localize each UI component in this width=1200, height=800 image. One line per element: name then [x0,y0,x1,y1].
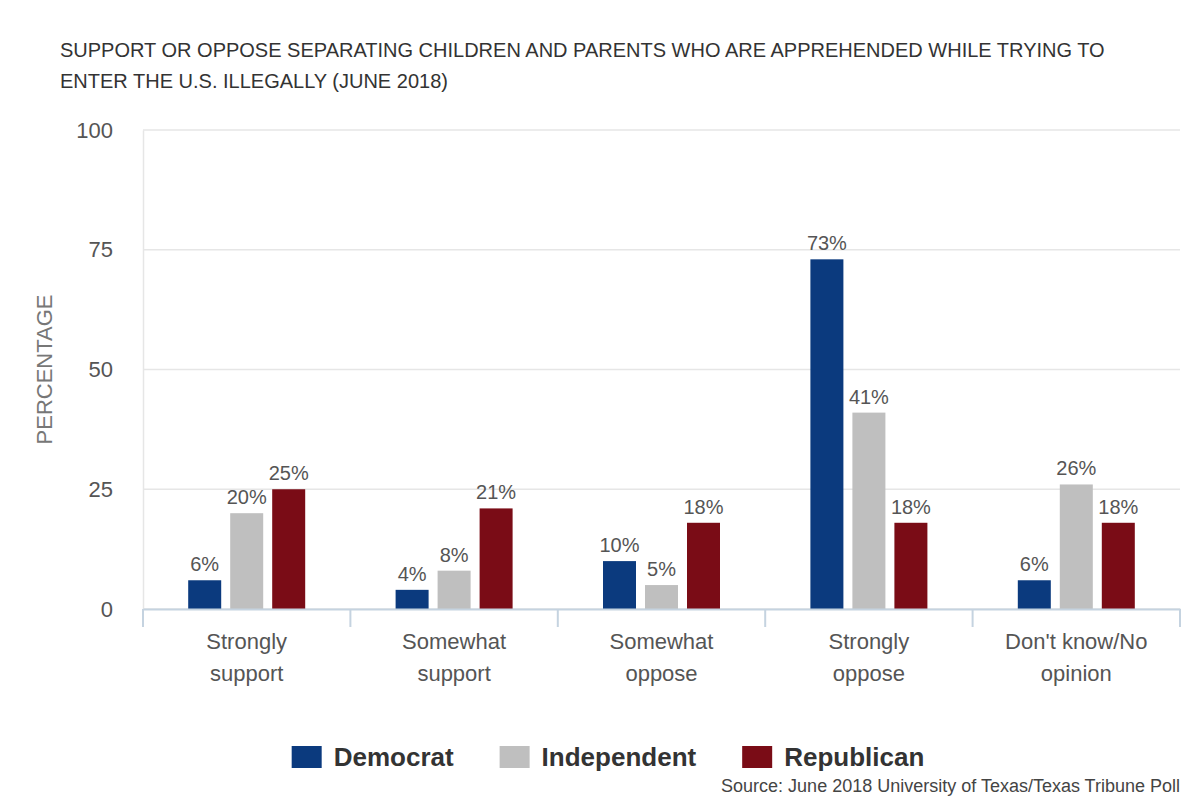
data-label: 18% [1098,496,1138,518]
data-label: 25% [269,462,309,484]
x-tick-label-line: support [417,661,490,686]
category-divider [557,609,559,627]
data-label: 6% [190,553,219,575]
data-labels: 6% 4% 10% 73% 6% 20% 8% 5% 41% 26% 25% 21% 18% 18% 18% [190,232,1138,585]
legend-item: Republican [742,742,924,772]
grid-line [143,249,1180,251]
y-tick: 50 [89,357,143,382]
bar-series [188,259,1051,609]
title-line: SUPPORT OR OPPOSE SEPARATING CHILDREN AN… [60,39,1105,61]
grid [143,130,1180,609]
data-label: 18% [891,496,931,518]
bar [230,513,263,609]
x-tick-label-line: Strongly [206,629,287,654]
category-divider [1179,609,1181,627]
data-label: 21% [476,481,516,503]
x-tick-label: Strongly support [206,629,287,686]
data-label: 26% [1056,457,1096,479]
bar [438,571,471,609]
y-tick: 75 [89,237,143,262]
chart: SUPPORT OR OPPOSE SEPARATING CHILDREN AN… [0,0,1200,800]
x-tick-label-line: oppose [625,661,697,686]
x-tick-label-line: opinion [1041,661,1112,686]
x-tick-label: Strongly oppose [829,629,910,686]
legend-swatch [500,746,530,768]
x-tick-label: Somewhat support [402,629,506,686]
data-label: 5% [647,558,676,580]
x-tick-label: Somewhat oppose [610,629,714,686]
data-label: 73% [807,232,847,254]
legend-item: Democrat [292,742,454,772]
x-tick-label-line: support [210,661,283,686]
data-label: 20% [227,486,267,508]
data-label: 6% [1020,553,1049,575]
category-divider [349,609,351,627]
bar [188,580,221,609]
y-tick: 25 [89,477,143,502]
x-tick-label: Don't know/No opinion [1005,629,1147,686]
category-divider [142,609,144,627]
y-axis-title: PERCENTAGE [32,295,57,445]
legend-item: Independent [500,742,697,772]
legend-label: Democrat [334,742,454,772]
chart-title: SUPPORT OR OPPOSE SEPARATING CHILDREN AN… [60,39,1105,92]
y-tick-label: 25 [89,477,113,502]
legend-label: Independent [542,742,697,772]
bar [687,523,720,609]
bar [480,508,513,609]
bar [894,523,927,609]
bar [396,590,429,609]
grid-line [143,129,1180,131]
x-tick-labels: Strongly support Somewhat support Somewhat op… [206,629,1147,686]
bar [1060,484,1093,609]
data-label: 10% [599,534,639,556]
y-tick-label: 75 [89,237,113,262]
category-divider [764,609,766,627]
bar-series [272,489,1135,609]
bar-series [230,413,1093,609]
title-line: ENTER THE U.S. ILLEGALLY (JUNE 2018) [60,70,448,92]
x-axis-line [144,609,1181,611]
y-axis: 0 25 50 75 100 [76,118,143,622]
data-label: 4% [398,563,427,585]
bar [1102,523,1135,609]
legend-swatch [292,746,322,768]
y-tick-label: 50 [89,357,113,382]
data-label: 41% [849,386,889,408]
y-tick: 0 [101,597,143,622]
source-note: Source: June 2018 University of Texas/Te… [721,776,1180,796]
bar [603,561,636,609]
category-divider [972,609,974,627]
x-tick-label-line: oppose [833,661,905,686]
bar [852,413,885,609]
data-label: 8% [440,544,469,566]
x-tick-label-line: Strongly [829,629,910,654]
legend-swatch [742,746,772,768]
x-tick-label-line: Don't know/No [1005,629,1147,654]
grid-line [143,369,1180,371]
data-label: 18% [683,496,723,518]
legend-label: Republican [784,742,924,772]
y-tick-label: 0 [101,597,113,622]
y-tick-label: 100 [76,118,113,143]
bars [188,259,1135,609]
y-axis-line [143,131,145,610]
x-tick-label-line: Somewhat [610,629,714,654]
bar [1018,580,1051,609]
y-tick: 100 [76,118,143,143]
bar [645,585,678,609]
x-tick-label-line: Somewhat [402,629,506,654]
legend: Democrat Independent Republican [292,742,925,772]
x-axis [143,609,1181,627]
bar [810,259,843,609]
bar [272,489,305,609]
